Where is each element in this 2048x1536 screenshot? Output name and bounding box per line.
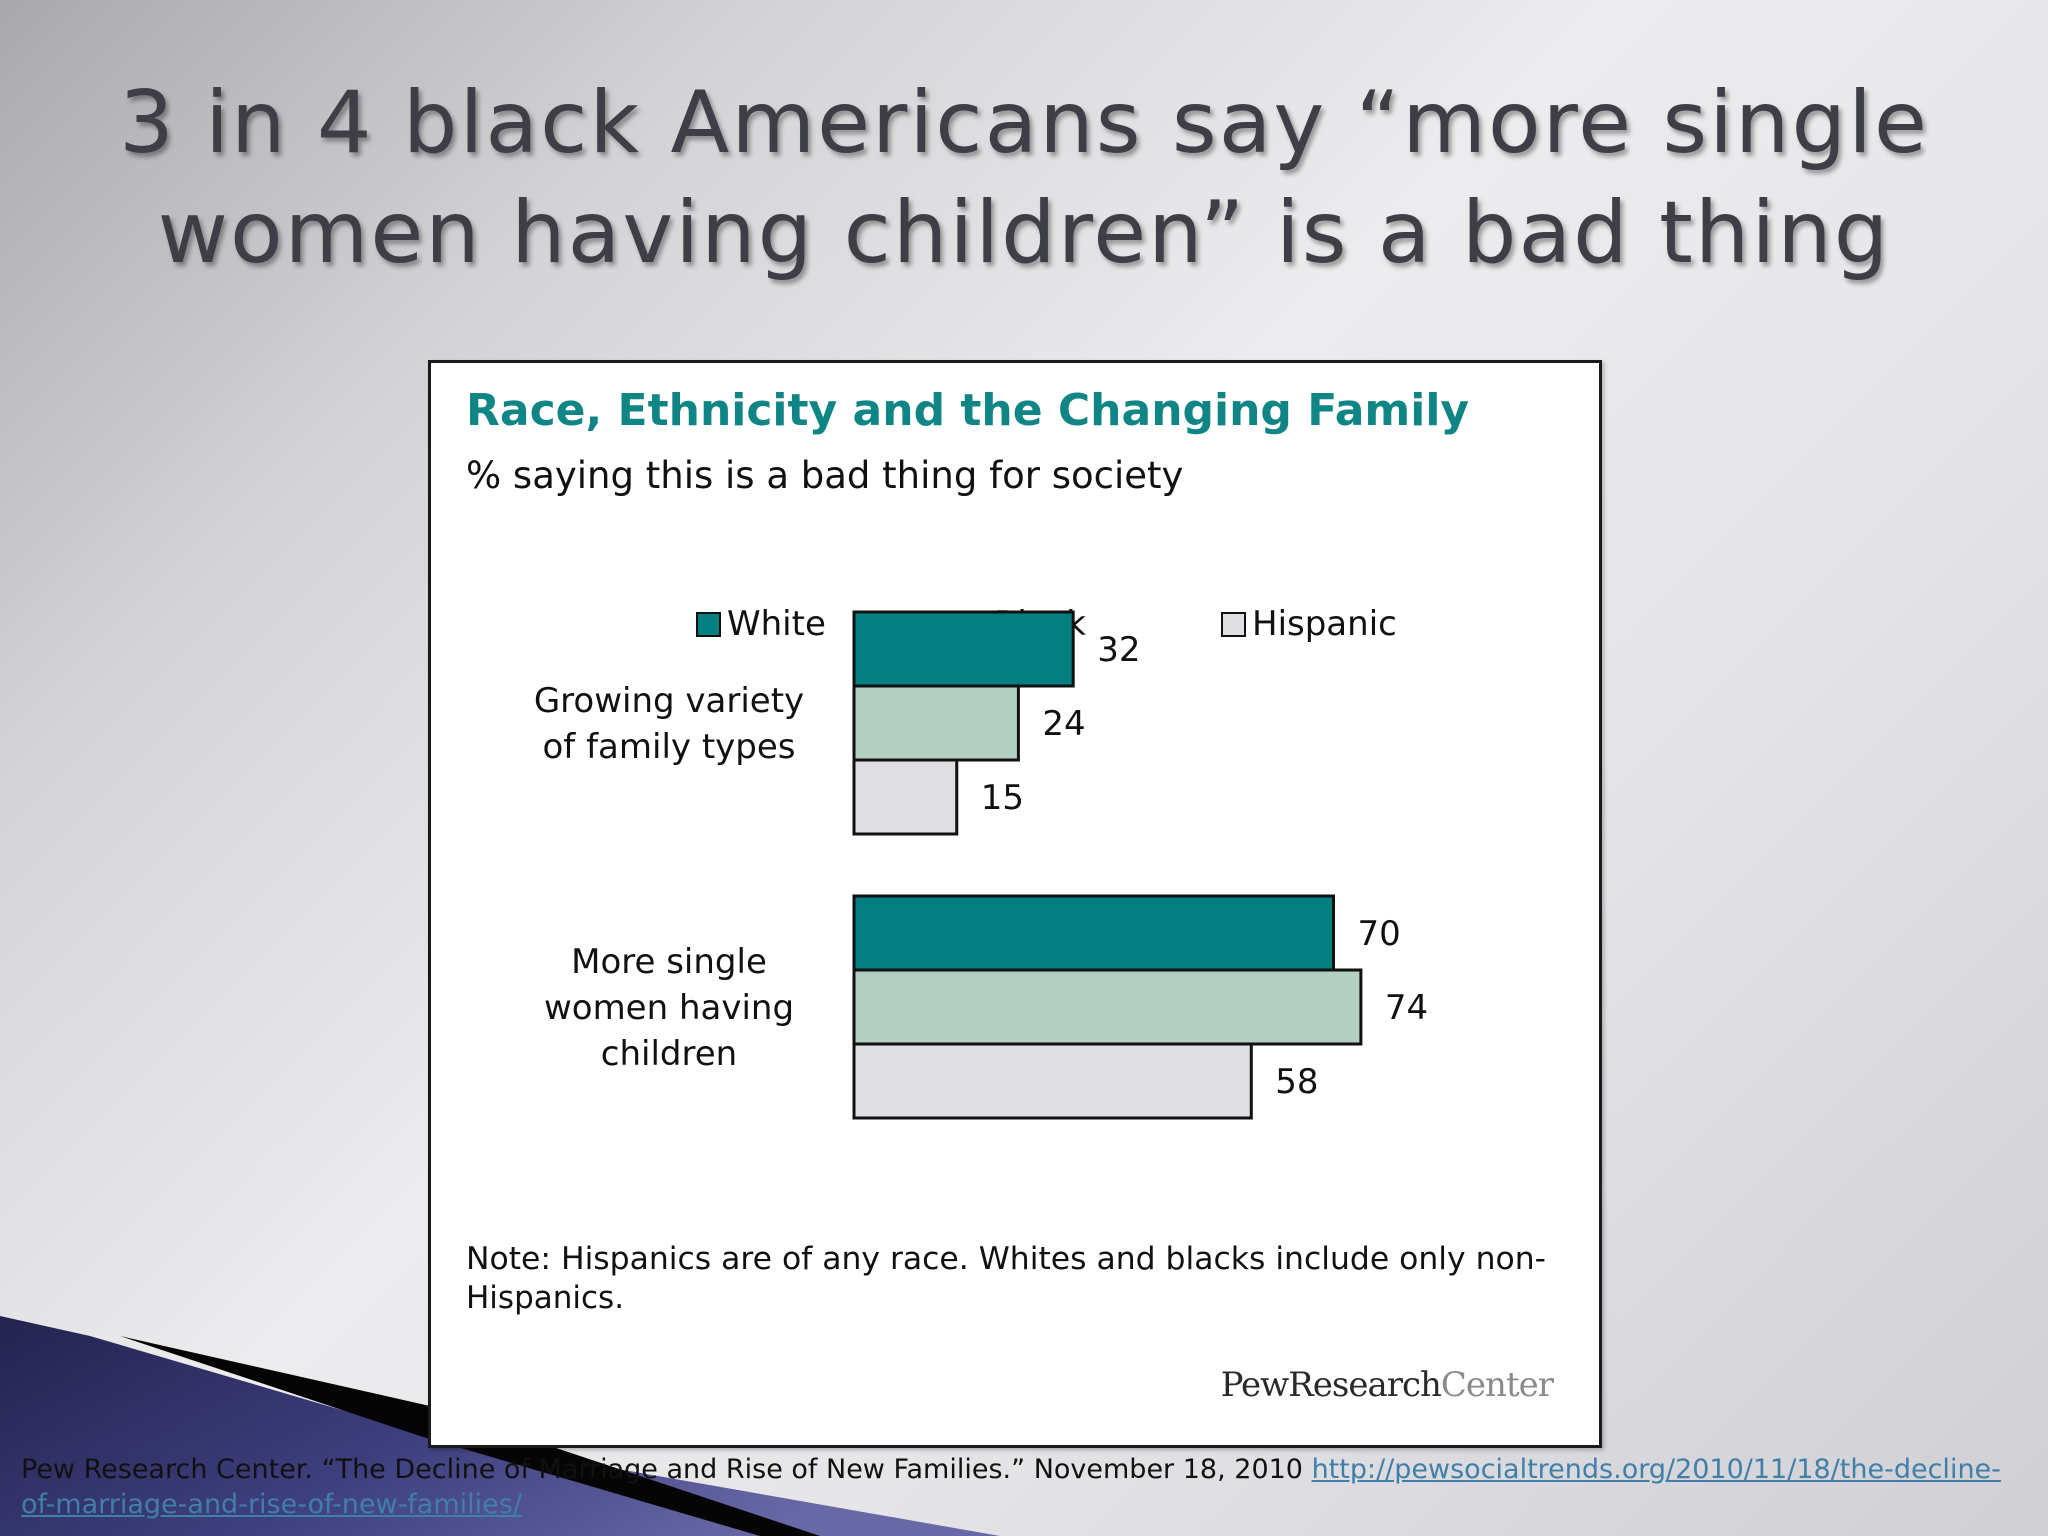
- data-label-white-category-2: 70: [1358, 914, 1401, 954]
- pew-research-logo-part-a: PewResearch: [1221, 1365, 1441, 1405]
- category-label-2-line-3: children: [601, 1034, 737, 1074]
- citation: Pew Research Center. “The Decline of Mar…: [21, 1452, 2021, 1522]
- legend-swatch-white: [696, 612, 721, 637]
- category-label-1-line-1: Growing variety: [534, 681, 804, 721]
- slide-title: 3 in 4 black Americans say “more single …: [60, 68, 1988, 288]
- citation-text: Pew Research Center. “The Decline of Mar…: [21, 1454, 1312, 1485]
- pew-research-logo: PewResearchCenter: [1221, 1365, 1555, 1405]
- chart: Race, Ethnicity and the Changing Family …: [466, 385, 1556, 1405]
- citation-link[interactable]: http://pewsocialtrends.org/2010/11/18/th…: [21, 1454, 2001, 1520]
- legend-label-white: White: [727, 604, 826, 644]
- category-labels-layer: Growing variety of family types More singl…: [534, 681, 804, 1074]
- chart-note-line-1: Note: Hispanics are of any race. Whites …: [466, 1241, 1546, 1277]
- bar-white-category-2: [852, 894, 1335, 972]
- chart-note-line-2: Hispanics.: [466, 1280, 624, 1316]
- legend-swatch-hispanic: [1221, 612, 1246, 637]
- bar-black-category-1: [852, 684, 1020, 762]
- slide-title-line-1: 3 in 4 black Americans say “more single: [119, 73, 1929, 173]
- bar-hispanic-category-1: [852, 758, 959, 836]
- pew-research-logo-part-b: Center: [1441, 1365, 1555, 1405]
- category-label-2-line-2: women having: [544, 988, 794, 1028]
- legend-item-white: White: [696, 604, 826, 644]
- legend-label-hispanic: Hispanic: [1252, 604, 1397, 644]
- data-label-hispanic-category-2: 58: [1275, 1062, 1318, 1102]
- data-label-hispanic-category-1: 15: [981, 778, 1024, 818]
- bar-white-category-1: [852, 610, 1075, 688]
- chart-panel: Race, Ethnicity and the Changing Family …: [428, 360, 1602, 1448]
- bars-layer: 32 24 15 70 74 58: [852, 610, 1428, 1120]
- bar-hispanic-category-2: [852, 1042, 1253, 1120]
- bar-black-category-2: [852, 968, 1363, 1046]
- chart-subtitle: % saying this is a bad thing for society: [466, 454, 1183, 497]
- category-label-2-line-1: More single: [571, 942, 767, 982]
- legend-item-hispanic: Hispanic: [1221, 604, 1397, 644]
- data-label-black-category-1: 24: [1042, 704, 1085, 744]
- data-label-black-category-2: 74: [1385, 988, 1428, 1028]
- data-label-white-category-1: 32: [1097, 630, 1140, 670]
- category-label-1-line-2: of family types: [543, 727, 796, 767]
- chart-title: Race, Ethnicity and the Changing Family: [466, 385, 1469, 436]
- slide-title-line-2: women having children” is a bad thing: [157, 183, 1891, 283]
